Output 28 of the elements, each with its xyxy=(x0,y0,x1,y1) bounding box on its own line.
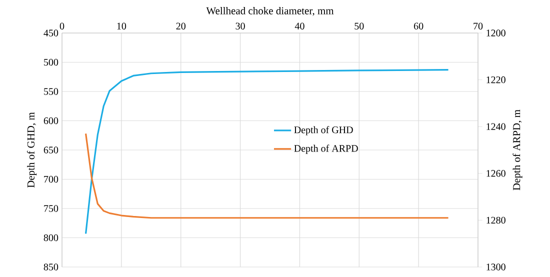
y2-axis-title: Depth of ARPD, m xyxy=(512,110,522,190)
y-tick-label: 450 xyxy=(44,30,58,36)
y2-tick-label: 1260 xyxy=(486,170,506,177)
y-tick-label: 650 xyxy=(44,146,58,154)
x-tick-label: 10 xyxy=(117,22,126,30)
x-tick-label: 70 xyxy=(474,22,483,30)
y-tick-label: 550 xyxy=(44,88,58,95)
y2-tick-label: 1220 xyxy=(486,76,506,84)
x-tick-label: 20 xyxy=(176,22,186,30)
y-tick-label: 700 xyxy=(44,176,58,183)
y2-tick-label: 1300 xyxy=(486,264,506,270)
y-axis-title: Depth of GHD, m xyxy=(26,112,37,188)
x-tick-label: 0 xyxy=(60,22,64,30)
y-tick-label: 850 xyxy=(44,264,58,270)
legend-label: Depth of ARPD xyxy=(294,144,358,154)
legend-label: Depth of GHD xyxy=(294,126,353,136)
y-tick-label: 500 xyxy=(44,58,58,66)
x-tick-label: 50 xyxy=(354,22,364,30)
x-tick-label: 40 xyxy=(294,22,304,30)
y2-tick-label: 1200 xyxy=(486,30,506,36)
x-tick-label: 60 xyxy=(414,22,424,30)
x-axis-title: Wellhead choke diameter, mm xyxy=(206,6,334,16)
y-tick-label: 750 xyxy=(44,205,58,212)
y2-tick-label: 1240 xyxy=(486,123,506,130)
y-tick-label: 600 xyxy=(44,117,58,124)
y2-tick-label: 1280 xyxy=(486,216,506,224)
x-tick-label: 30 xyxy=(236,22,245,30)
y-tick-label: 800 xyxy=(44,234,58,242)
